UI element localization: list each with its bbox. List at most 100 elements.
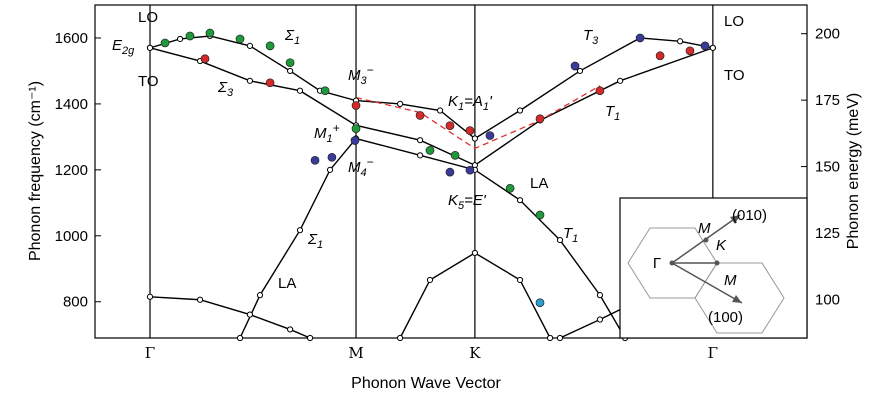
gamma-point (669, 260, 675, 266)
measured-point (595, 86, 605, 96)
calc-point (471, 135, 478, 142)
annotation: LO (138, 9, 158, 26)
calc-point (176, 35, 184, 43)
measured-point (265, 78, 275, 88)
calc-point (596, 316, 604, 323)
annotation: Σ1 (284, 27, 300, 47)
measured-point (235, 34, 245, 44)
calc-point (256, 292, 264, 299)
y-tick-label: 1600 (55, 30, 88, 47)
annotation-part: T (583, 27, 594, 44)
annotation-part: =E' (464, 192, 487, 209)
calc-point (416, 137, 424, 144)
annotation-part: − (367, 63, 374, 77)
measured-point (205, 28, 215, 38)
calc-point (246, 77, 254, 84)
measured-point (200, 54, 210, 64)
calc-point (471, 249, 478, 257)
annotation-part: T (563, 225, 574, 242)
y-tick-label: 1200 (55, 162, 88, 179)
calc-point (546, 334, 554, 342)
calc-point (416, 152, 424, 159)
measured-point (425, 146, 435, 155)
y-axis-label: Phonon frequency (cm⁻¹) (27, 81, 44, 261)
annotation-part: 4 (361, 167, 367, 179)
calc-point (246, 311, 254, 318)
measured-point (450, 150, 460, 160)
y-tick-label: 1000 (55, 228, 88, 245)
x-tick-label: M (348, 344, 363, 362)
measured-point (445, 121, 455, 131)
inset-label: M (698, 220, 711, 237)
inset-label: (100) (708, 309, 743, 326)
y-tick-label: 800 (63, 294, 88, 311)
annotation: K5=E' (448, 192, 487, 212)
calc-point (246, 42, 254, 49)
measured-point (535, 114, 545, 124)
calc-point (617, 77, 624, 84)
annotation-part: 1 (483, 101, 489, 113)
annotation: E2g (112, 37, 135, 57)
inset (619, 197, 808, 339)
annotation-part: Σ (217, 79, 228, 96)
dispersion-curve (149, 47, 714, 167)
calc-point (296, 227, 304, 234)
calc-point (326, 166, 334, 173)
measured-point (535, 298, 545, 308)
measured-point (535, 210, 545, 220)
y2-axis-label: Phonon energy (meV) (845, 93, 862, 250)
calc-point (436, 107, 444, 114)
inset-label: M (724, 272, 737, 289)
inset-label: K (716, 237, 727, 254)
calc-point (516, 107, 524, 114)
calc-point (286, 67, 294, 75)
annotation-part: − (367, 155, 374, 169)
dashed-curve (355, 85, 601, 150)
annotation-part: 1 (458, 101, 464, 113)
annotation: M1+ (314, 121, 340, 145)
annotation-part: Σ (284, 27, 295, 44)
measured-point (265, 41, 275, 51)
measured-point (351, 101, 361, 110)
plot-frame (94, 4, 808, 339)
arrow-head (732, 295, 742, 303)
measured-point (570, 61, 580, 71)
annotation-part: M (348, 67, 361, 84)
annotation-part: ' (489, 93, 493, 110)
annotation-part: 5 (458, 200, 465, 212)
y2-tick-label: 150 (815, 159, 840, 176)
annotation-part: E (112, 37, 123, 54)
annotation: LA (278, 275, 296, 292)
measured-point (415, 111, 425, 120)
inset-label: (010) (732, 207, 767, 224)
calc-point (286, 326, 294, 333)
annotation-part: 1 (294, 35, 300, 47)
measured-point (350, 136, 360, 145)
direction-arrow (671, 262, 743, 304)
annotation: LA (530, 175, 548, 192)
annotation-part: LO (724, 13, 744, 30)
measured-point (285, 58, 295, 68)
measured-point (351, 124, 361, 133)
measured-point (700, 41, 710, 51)
calc-point (709, 44, 716, 51)
measured-point (635, 33, 645, 43)
k-point (714, 260, 720, 266)
annotation: TO (724, 67, 745, 84)
measured-point (465, 126, 475, 135)
x-tick-label: Γ (145, 344, 155, 362)
inset-label: Γ (653, 255, 661, 272)
x-axis-label: Phonon Wave Vector (351, 375, 501, 392)
measured-point (505, 183, 515, 193)
annotation: LO (724, 13, 744, 30)
annotation-part: LO (138, 9, 158, 26)
annotation-part: 3 (361, 75, 368, 87)
measured-point (445, 167, 455, 177)
annotation: T3 (583, 27, 599, 47)
annotation-part: =A (464, 93, 483, 110)
annotation-part: 2g (121, 45, 135, 57)
arrow-head (730, 215, 740, 224)
calc-point (556, 334, 564, 342)
annotation: M3− (348, 63, 374, 87)
